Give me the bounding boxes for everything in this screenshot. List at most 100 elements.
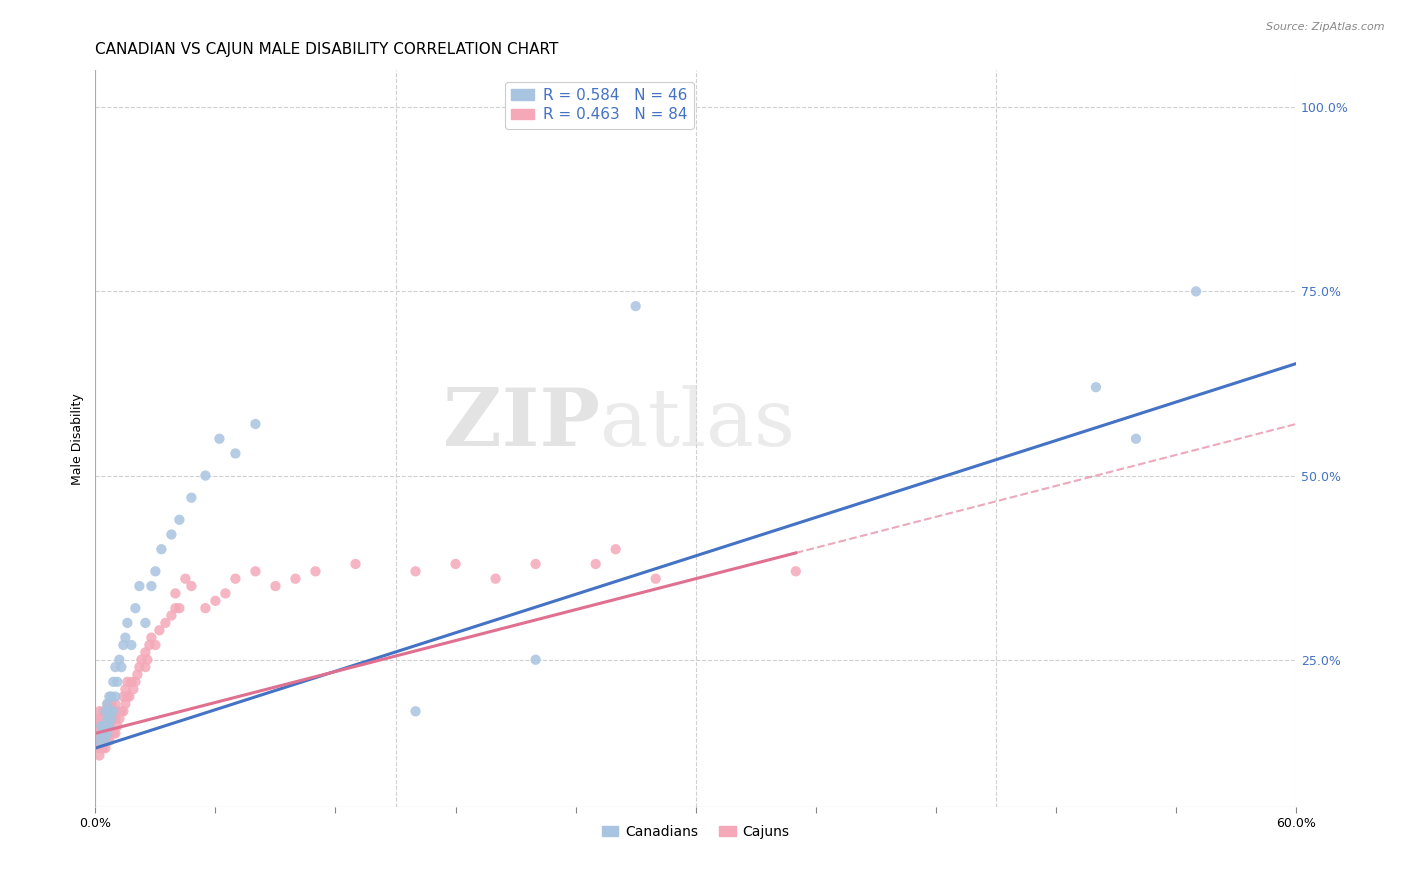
Point	[194, 601, 217, 615]
Point	[98, 704, 121, 718]
Point	[117, 615, 139, 630]
Point	[344, 557, 367, 571]
Point	[524, 653, 547, 667]
Point	[150, 542, 173, 557]
Point	[245, 417, 267, 431]
Point	[93, 733, 115, 747]
Point	[108, 712, 131, 726]
Point	[93, 704, 115, 718]
Point	[100, 697, 122, 711]
Point	[117, 674, 139, 689]
Point	[112, 704, 135, 718]
Legend: Canadians, Cajuns: Canadians, Cajuns	[596, 819, 796, 845]
Point	[117, 690, 139, 704]
Point	[90, 719, 112, 733]
Point	[180, 491, 202, 505]
Point	[94, 719, 117, 733]
Point	[1185, 285, 1208, 299]
Point	[96, 697, 118, 711]
Point	[484, 572, 506, 586]
Point	[96, 712, 118, 726]
Point	[304, 565, 326, 579]
Point	[104, 726, 127, 740]
Point	[96, 697, 118, 711]
Point	[94, 741, 117, 756]
Point	[104, 660, 127, 674]
Point	[112, 638, 135, 652]
Point	[405, 565, 427, 579]
Point	[93, 726, 115, 740]
Point	[124, 601, 146, 615]
Point	[264, 579, 287, 593]
Point	[96, 726, 118, 740]
Point	[134, 660, 156, 674]
Point	[127, 667, 149, 681]
Point	[90, 726, 112, 740]
Point	[103, 726, 125, 740]
Point	[160, 527, 183, 541]
Point	[194, 468, 217, 483]
Point	[118, 690, 141, 704]
Point	[89, 748, 111, 763]
Point	[145, 638, 167, 652]
Point	[103, 674, 125, 689]
Point	[444, 557, 467, 571]
Point	[103, 712, 125, 726]
Point	[122, 682, 145, 697]
Point	[128, 579, 150, 593]
Point	[174, 572, 197, 586]
Point	[90, 726, 112, 740]
Point	[89, 733, 111, 747]
Point	[98, 719, 121, 733]
Point	[94, 719, 117, 733]
Point	[120, 638, 142, 652]
Point	[93, 719, 115, 733]
Point	[94, 733, 117, 747]
Point	[785, 565, 807, 579]
Point	[224, 572, 246, 586]
Text: CANADIAN VS CAJUN MALE DISABILITY CORRELATION CHART: CANADIAN VS CAJUN MALE DISABILITY CORREL…	[96, 42, 558, 57]
Point	[124, 674, 146, 689]
Point	[112, 690, 135, 704]
Point	[180, 579, 202, 593]
Point	[89, 704, 111, 718]
Y-axis label: Male Disability: Male Disability	[72, 392, 84, 484]
Text: Source: ZipAtlas.com: Source: ZipAtlas.com	[1267, 22, 1385, 32]
Point	[104, 697, 127, 711]
Point	[98, 733, 121, 747]
Point	[224, 446, 246, 460]
Text: ZIP: ZIP	[443, 385, 599, 463]
Point	[100, 726, 122, 740]
Text: atlas: atlas	[599, 385, 794, 463]
Point	[105, 719, 128, 733]
Point	[105, 704, 128, 718]
Point	[94, 733, 117, 747]
Point	[245, 565, 267, 579]
Point	[89, 733, 111, 747]
Point	[284, 572, 307, 586]
Point	[141, 579, 163, 593]
Point	[105, 674, 128, 689]
Point	[94, 704, 117, 718]
Point	[1125, 432, 1147, 446]
Point	[89, 719, 111, 733]
Point	[100, 690, 122, 704]
Point	[405, 704, 427, 718]
Point	[1084, 380, 1107, 394]
Point	[86, 712, 108, 726]
Point	[89, 741, 111, 756]
Point	[148, 624, 170, 638]
Point	[169, 601, 191, 615]
Point	[134, 645, 156, 659]
Point	[110, 704, 132, 718]
Point	[214, 586, 236, 600]
Point	[134, 615, 156, 630]
Point	[96, 712, 118, 726]
Point	[86, 726, 108, 740]
Point	[96, 733, 118, 747]
Point	[145, 565, 167, 579]
Point	[103, 704, 125, 718]
Point	[141, 631, 163, 645]
Point	[136, 653, 159, 667]
Point	[90, 712, 112, 726]
